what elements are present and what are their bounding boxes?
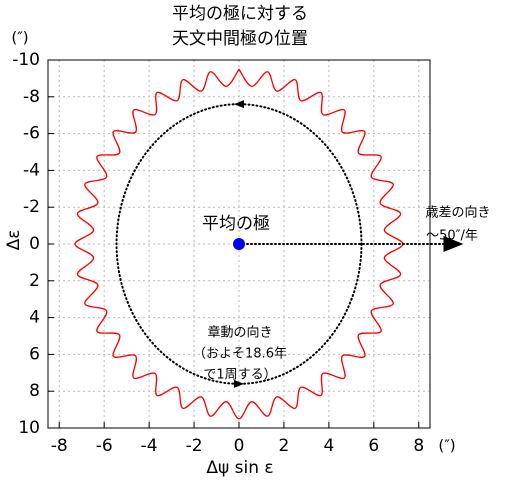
precession-label: 〜50″/年 bbox=[426, 229, 478, 244]
x-tick-label: 4 bbox=[323, 436, 334, 456]
mean-pole-label: 平均の極 bbox=[202, 214, 270, 234]
y-tick-label: 4 bbox=[29, 308, 40, 328]
x-unit: (″) bbox=[438, 437, 455, 455]
y-tick-label: -2 bbox=[23, 197, 40, 217]
x-axis-label: Δψ sin ε bbox=[206, 458, 273, 478]
nutation-label: 章動の向き bbox=[207, 325, 272, 341]
x-tick-label: -4 bbox=[141, 436, 158, 456]
y-unit: (″) bbox=[11, 29, 28, 47]
y-tick-label: 8 bbox=[29, 381, 40, 401]
x-tick-label: 8 bbox=[413, 436, 424, 456]
y-tick-label: -8 bbox=[23, 87, 40, 107]
y-tick-label: 2 bbox=[29, 271, 40, 291]
x-tick-label: -8 bbox=[51, 436, 68, 456]
y-tick-label: -10 bbox=[12, 50, 40, 70]
nutation-label: で1周する） bbox=[203, 368, 276, 383]
y-tick-label: 6 bbox=[29, 344, 40, 364]
y-axis-label: Δε bbox=[4, 230, 24, 251]
y-tick-label: 10 bbox=[18, 418, 40, 438]
x-tick-label: -6 bbox=[96, 436, 113, 456]
precession-label: 歳差の向き bbox=[425, 205, 490, 221]
y-tick-label: -6 bbox=[23, 124, 40, 144]
chart-title: 天文中間極の位置 bbox=[172, 29, 308, 49]
mean-pole bbox=[233, 238, 245, 250]
x-tick-label: 6 bbox=[368, 436, 379, 456]
y-tick-label: -4 bbox=[23, 160, 40, 180]
y-tick-label: 0 bbox=[29, 234, 40, 254]
pole-path bbox=[74, 68, 404, 420]
x-tick-label: 0 bbox=[234, 436, 245, 456]
x-tick-label: 2 bbox=[279, 436, 290, 456]
nutation-ellipse bbox=[115, 103, 363, 385]
x-tick-label: -2 bbox=[186, 436, 203, 456]
chart-title: 平均の極に対する bbox=[172, 4, 308, 24]
